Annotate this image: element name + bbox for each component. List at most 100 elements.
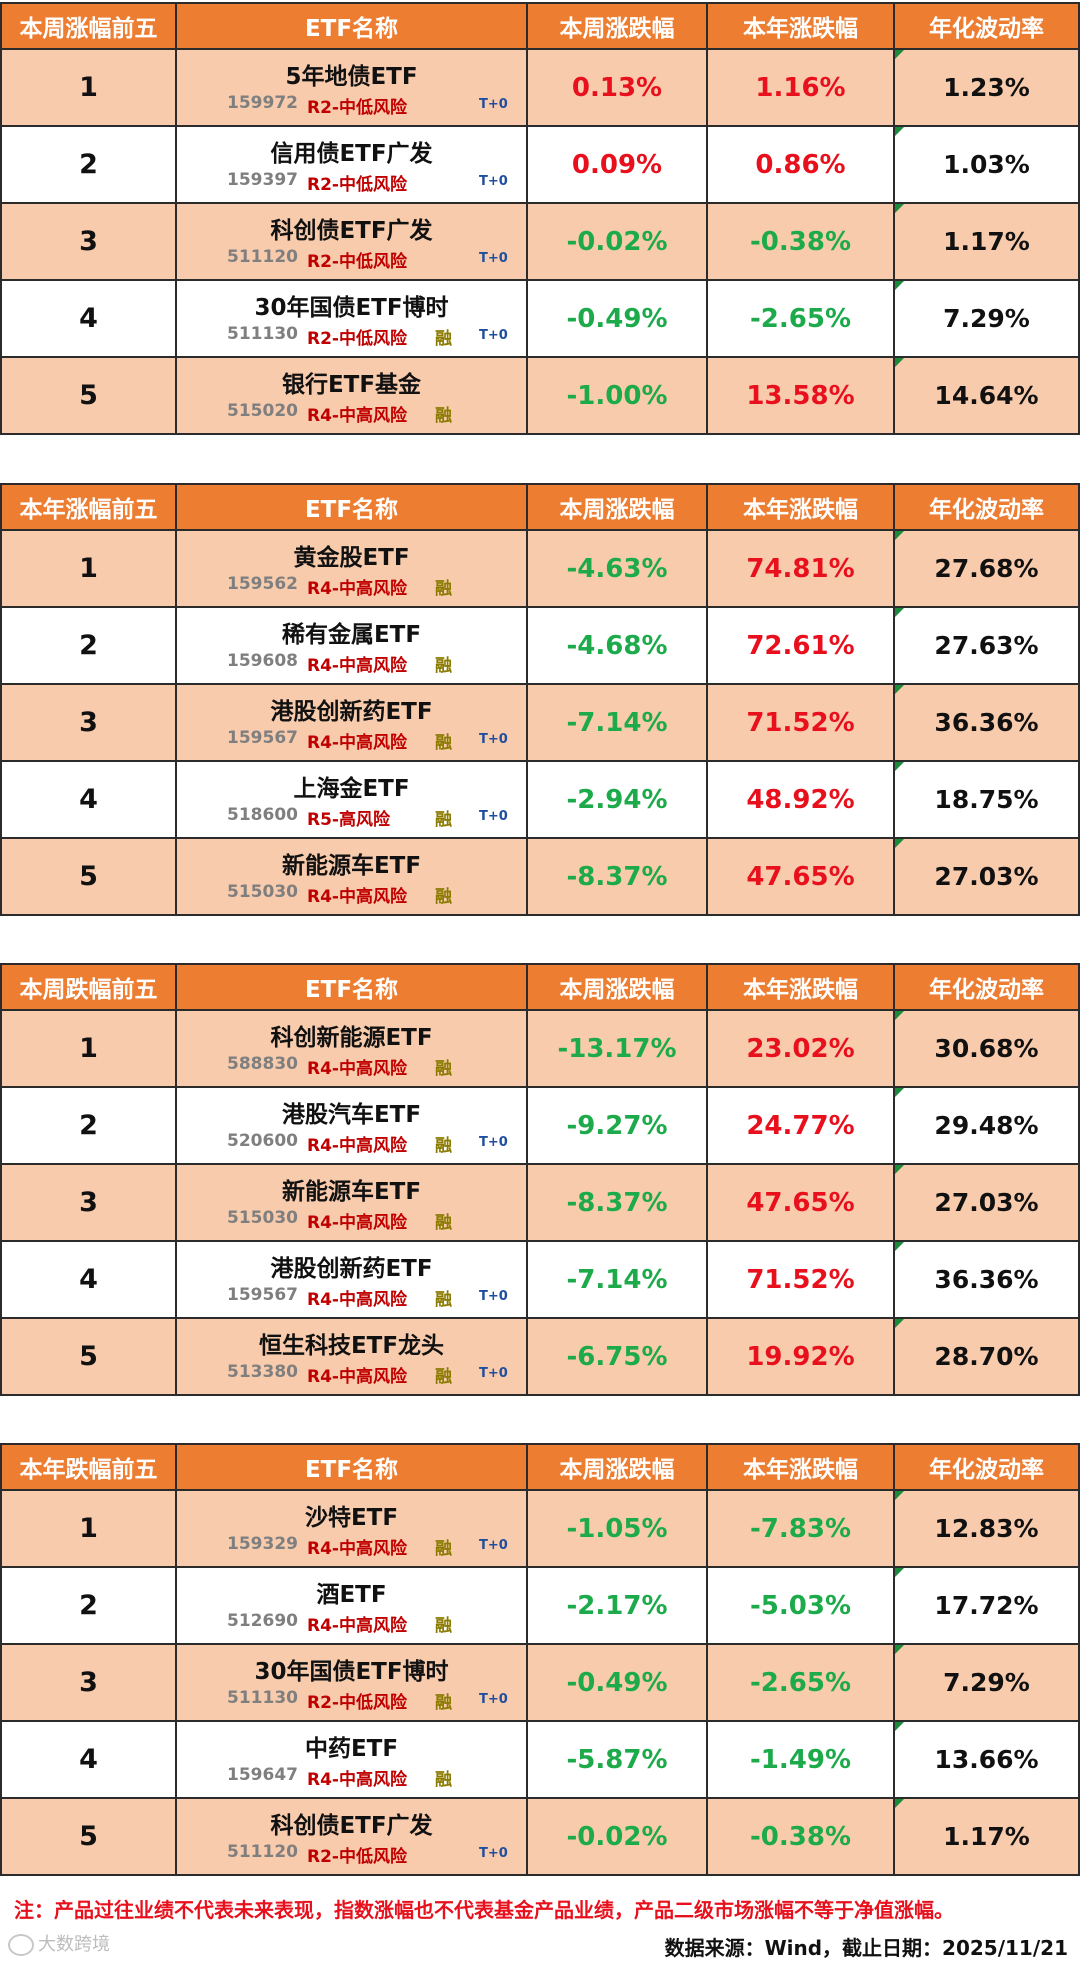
fund-name: 黄金股ETF bbox=[293, 545, 410, 571]
annual-volatility: 13.66% bbox=[934, 1745, 1039, 1774]
year-change: 72.61% bbox=[746, 630, 855, 661]
volatility-cell: 28.70% bbox=[893, 1317, 1080, 1396]
week-change: -0.02% bbox=[566, 226, 668, 257]
week-change: -4.63% bbox=[566, 553, 668, 584]
annual-volatility: 1.03% bbox=[943, 150, 1030, 179]
rank-cell: 1 bbox=[0, 48, 177, 127]
risk-level: R4-中高风险 bbox=[307, 656, 407, 676]
risk-level: R4-中高风险 bbox=[307, 579, 407, 599]
rank-number: 2 bbox=[79, 1590, 98, 1621]
rank-cell: 3 bbox=[0, 683, 177, 762]
t0-badge: T+0 bbox=[479, 1538, 508, 1553]
fund-code: 159972 bbox=[227, 93, 298, 113]
annual-volatility: 27.63% bbox=[934, 631, 1039, 660]
fund-name-cell: 酒ETF 512690 R4-中高风险 融 bbox=[175, 1566, 528, 1645]
rank-number: 1 bbox=[79, 1033, 98, 1064]
margin-badge: 融 bbox=[435, 1539, 452, 1559]
fund-code: 159567 bbox=[227, 728, 298, 748]
fund-name-cell: 30年国债ETF博时 511130 R2-中低风险 融 T+0 bbox=[175, 1643, 528, 1722]
table-row: 5 科创债ETF广发 511120 R2-中低风险 T+0 -0.02% -0.38% 1.1… bbox=[0, 1797, 1080, 1876]
year-change-cell: 47.65% bbox=[706, 1163, 895, 1242]
fund-code: 518600 bbox=[227, 805, 298, 825]
week-change-cell: -2.17% bbox=[526, 1566, 708, 1645]
volatility-cell: 30.68% bbox=[893, 1009, 1080, 1088]
rank-cell: 2 bbox=[0, 606, 177, 685]
rank-cell: 1 bbox=[0, 1489, 177, 1568]
week-change-cell: -6.75% bbox=[526, 1317, 708, 1396]
year-change-cell: -0.38% bbox=[706, 202, 895, 281]
fund-name-cell: 5年地债ETF 159972 R2-中低风险 T+0 bbox=[175, 48, 528, 127]
section-title: 本周涨幅前五 bbox=[0, 2, 177, 50]
fund-name-cell: 银行ETF基金 515020 R4-中高风险 融 bbox=[175, 356, 528, 435]
risk-level: R4-中高风险 bbox=[307, 733, 407, 753]
week-change: -13.17% bbox=[557, 1033, 677, 1064]
table-row: 1 沙特ETF 159329 R4-中高风险 融 T+0 -1.05% -7.83% 12.83… bbox=[0, 1489, 1080, 1568]
year-change: 24.77% bbox=[746, 1110, 855, 1141]
fund-name: 科创债ETF广发 bbox=[270, 1813, 433, 1839]
year-change: -5.03% bbox=[750, 1590, 851, 1621]
margin-badge: 融 bbox=[435, 887, 452, 907]
year-change-cell: 72.61% bbox=[706, 606, 895, 685]
rank-number: 5 bbox=[79, 861, 98, 892]
column-header-week: 本周涨跌幅 bbox=[526, 1443, 708, 1491]
fund-code: 515030 bbox=[227, 882, 298, 902]
column-header-name: ETF名称 bbox=[175, 2, 528, 50]
week-change: -5.87% bbox=[566, 1744, 668, 1775]
column-header-week: 本周涨跌幅 bbox=[526, 2, 708, 50]
fund-name: 上海金ETF bbox=[293, 776, 410, 802]
fund-name: 港股汽车ETF bbox=[281, 1102, 422, 1128]
annual-volatility: 1.17% bbox=[943, 227, 1030, 256]
rank-number: 1 bbox=[79, 1513, 98, 1544]
week-change: 0.09% bbox=[571, 149, 663, 180]
year-change: 19.92% bbox=[746, 1341, 855, 1372]
year-change: 0.86% bbox=[755, 149, 846, 180]
column-header-week: 本周涨跌幅 bbox=[526, 963, 708, 1011]
fund-name-cell: 沙特ETF 159329 R4-中高风险 融 T+0 bbox=[175, 1489, 528, 1568]
fund-code: 511120 bbox=[227, 247, 298, 267]
t0-badge: T+0 bbox=[479, 1692, 508, 1707]
week-change: -9.27% bbox=[566, 1110, 668, 1141]
week-change-cell: -8.37% bbox=[526, 1163, 708, 1242]
rank-cell: 4 bbox=[0, 1240, 177, 1319]
volatility-cell: 36.36% bbox=[893, 1240, 1080, 1319]
annual-volatility: 27.03% bbox=[934, 862, 1039, 891]
year-change: 1.16% bbox=[755, 72, 846, 103]
year-change-cell: 47.65% bbox=[706, 837, 895, 916]
t0-badge: T+0 bbox=[479, 1366, 508, 1381]
margin-badge: 融 bbox=[435, 329, 452, 349]
ranking-table: 本周涨幅前五 ETF名称 本周涨跌幅 本年涨跌幅 年化波动率 1 5年地债ETF 159972… bbox=[0, 2, 1080, 435]
week-change: -6.75% bbox=[566, 1341, 668, 1372]
fund-name-cell: 科创新能源ETF 588830 R4-中高风险 融 bbox=[175, 1009, 528, 1088]
year-change-cell: -5.03% bbox=[706, 1566, 895, 1645]
table-row: 1 科创新能源ETF 588830 R4-中高风险 融 -13.17% 23.02% 30.6… bbox=[0, 1009, 1080, 1088]
week-change-cell: -0.02% bbox=[526, 202, 708, 281]
fund-name-cell: 新能源车ETF 515030 R4-中高风险 融 bbox=[175, 1163, 528, 1242]
week-change: -7.14% bbox=[566, 707, 668, 738]
table-row: 3 港股创新药ETF 159567 R4-中高风险 融 T+0 -7.14% 71.52% 36… bbox=[0, 683, 1080, 762]
week-change-cell: -4.68% bbox=[526, 606, 708, 685]
annual-volatility: 7.29% bbox=[943, 304, 1030, 333]
margin-badge: 融 bbox=[435, 579, 452, 599]
fund-code: 511130 bbox=[227, 1688, 298, 1708]
section-title: 本周跌幅前五 bbox=[0, 963, 177, 1011]
fund-code: 513380 bbox=[227, 1362, 298, 1382]
week-change-cell: -13.17% bbox=[526, 1009, 708, 1088]
margin-badge: 融 bbox=[435, 733, 452, 753]
fund-code: 159567 bbox=[227, 1285, 298, 1305]
margin-badge: 融 bbox=[435, 1367, 452, 1387]
column-header-name: ETF名称 bbox=[175, 1443, 528, 1491]
risk-level: R4-中高风险 bbox=[307, 1136, 407, 1156]
fund-name-cell: 稀有金属ETF 159608 R4-中高风险 融 bbox=[175, 606, 528, 685]
fund-code: 159397 bbox=[227, 170, 298, 190]
week-change: 0.13% bbox=[571, 72, 663, 103]
column-header-name: ETF名称 bbox=[175, 963, 528, 1011]
fund-name: 新能源车ETF bbox=[281, 853, 422, 879]
year-change-cell: 0.86% bbox=[706, 125, 895, 204]
table-row: 5 恒生科技ETF龙头 513380 R4-中高风险 融 T+0 -6.75% 19.92% 2… bbox=[0, 1317, 1080, 1396]
rank-number: 2 bbox=[79, 630, 98, 661]
column-header-vol: 年化波动率 bbox=[893, 2, 1080, 50]
volatility-cell: 1.03% bbox=[893, 125, 1080, 204]
year-change: -2.65% bbox=[750, 1667, 851, 1698]
table-header-row: 本周跌幅前五 ETF名称 本周涨跌幅 本年涨跌幅 年化波动率 bbox=[0, 963, 1080, 1011]
fund-name-cell: 新能源车ETF 515030 R4-中高风险 融 bbox=[175, 837, 528, 916]
